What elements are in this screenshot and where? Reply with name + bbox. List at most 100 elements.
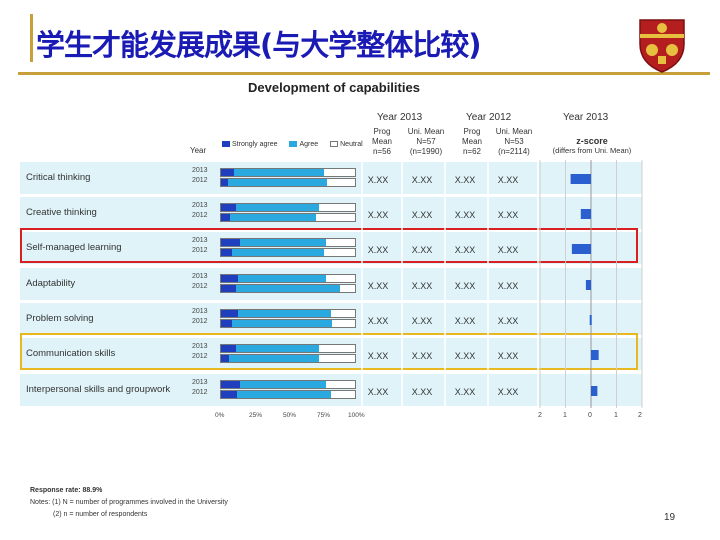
response-rate: Response rate: 88.9% xyxy=(30,487,103,494)
bar-neutral xyxy=(325,275,355,282)
zscore-header: z-score (differs from Uni. Mean) xyxy=(552,136,632,155)
bar-neutral xyxy=(330,391,355,398)
bar-neutral xyxy=(340,285,355,292)
x-tick-75: 75% xyxy=(317,412,331,419)
col-group-zscore: Year 2013 xyxy=(563,112,609,123)
university-crest-icon xyxy=(639,19,685,73)
bar-strongly-agree xyxy=(221,169,235,176)
bar-agree xyxy=(239,239,326,246)
table-cell: X.XX xyxy=(454,175,476,185)
bar-strongly-agree xyxy=(221,355,230,362)
row-label: Adaptability xyxy=(26,278,76,289)
title-underline xyxy=(18,72,710,75)
legend-swatch-neutral xyxy=(330,141,339,148)
row-label: Critical thinking xyxy=(26,172,91,183)
zscore-bar xyxy=(570,174,591,184)
bar-strongly-agree xyxy=(221,285,236,292)
row-label: Problem solving xyxy=(26,313,94,324)
zscore-bar xyxy=(591,386,598,396)
bar-agree xyxy=(227,179,327,186)
row-label: Self-managed learning xyxy=(26,242,122,253)
col-header-uni-2013: Uni. Mean N=57 (n=1990) xyxy=(407,127,445,156)
year-label: 2012 xyxy=(192,353,208,360)
table-cell: X.XX xyxy=(367,210,389,220)
bar-agree xyxy=(234,169,325,176)
x-tick-100: 100% xyxy=(348,412,365,419)
table-cell: X.XX xyxy=(411,281,433,291)
bar-strongly-agree xyxy=(221,320,232,327)
bar-agree xyxy=(235,285,341,292)
table-cell: X.XX xyxy=(497,245,519,255)
table-cell: X.XX xyxy=(411,175,433,185)
bar-neutral xyxy=(316,214,355,221)
bar-neutral xyxy=(325,381,355,388)
bar-neutral xyxy=(318,204,355,211)
table-cell: X.XX xyxy=(497,351,519,361)
bar-agree xyxy=(237,391,331,398)
row-label: Interpersonal skills and groupwork xyxy=(26,384,171,395)
year-label: 2013 xyxy=(192,343,208,350)
x-tick-25: 25% xyxy=(249,412,263,419)
footnote-1: Notes: (1) N = number of programmes invo… xyxy=(30,499,228,506)
col-group-2012: Year 2012 xyxy=(466,112,512,123)
zscore-bar xyxy=(591,350,599,360)
bar-strongly-agree xyxy=(221,391,238,398)
bar-agree xyxy=(238,310,331,317)
bar-neutral xyxy=(324,169,355,176)
bar-neutral xyxy=(332,320,355,327)
year-label: 2012 xyxy=(192,283,208,290)
footnote-2: (2) n = number of respondents xyxy=(53,511,148,518)
table-cell: X.XX xyxy=(454,351,476,361)
bar-neutral xyxy=(325,239,355,246)
year-label: 2013 xyxy=(192,237,208,244)
bar-strongly-agree xyxy=(221,249,232,256)
legend: Strongly agree Agree Neutral xyxy=(222,141,363,148)
col-group-2013: Year 2013 xyxy=(377,112,423,123)
table-cell: X.XX xyxy=(411,210,433,220)
table-cell: X.XX xyxy=(411,245,433,255)
bar-strongly-agree xyxy=(221,179,228,186)
zscore-bar xyxy=(580,209,591,219)
bar-strongly-agree xyxy=(221,204,236,211)
table-cell: X.XX xyxy=(497,316,519,326)
year-label: 2013 xyxy=(192,379,208,386)
bar-agree xyxy=(231,320,333,327)
legend-swatch-agree xyxy=(289,141,298,148)
legend-swatch-strongly-agree xyxy=(222,141,230,148)
table-cell: X.XX xyxy=(497,210,519,220)
table-cell: X.XX xyxy=(454,387,476,397)
z-tick-1: 1 xyxy=(614,412,618,419)
z-tick-neg1: 1 xyxy=(563,412,567,419)
bar-neutral xyxy=(318,355,355,362)
bar-neutral xyxy=(324,249,355,256)
bar-agree xyxy=(239,381,326,388)
col-header-prog-2013: Prog Mean n=56 xyxy=(371,127,392,156)
bar-agree xyxy=(238,275,326,282)
title-accent-bar xyxy=(30,14,33,62)
slide-title: 学生才能发展成果(与大学整体比较) xyxy=(36,28,482,62)
bar-strongly-agree xyxy=(221,381,240,388)
table-cell: X.XX xyxy=(367,351,389,361)
table-cell: X.XX xyxy=(367,245,389,255)
bar-neutral xyxy=(318,345,355,352)
year-label: 2012 xyxy=(192,247,208,254)
year-label: 2013 xyxy=(192,202,208,209)
table-cell: X.XX xyxy=(454,316,476,326)
z-tick-2: 2 xyxy=(638,412,642,419)
table-cell: X.XX xyxy=(367,175,389,185)
zscore-bar xyxy=(589,315,592,325)
year-label: 2012 xyxy=(192,389,208,396)
table-cell: X.XX xyxy=(411,387,433,397)
year-label: 2013 xyxy=(192,167,208,174)
highlight-self-managed-learning xyxy=(20,228,638,263)
col-header-prog-2012: Prog Mean n=62 xyxy=(461,127,482,156)
row-label: Communication skills xyxy=(26,348,116,359)
year-label: 2012 xyxy=(192,177,208,184)
table-cell: X.XX xyxy=(497,175,519,185)
table-cell: X.XX xyxy=(411,351,433,361)
year-label: 2012 xyxy=(192,318,208,325)
table-cell: X.XX xyxy=(367,387,389,397)
table-cell: X.XX xyxy=(454,245,476,255)
table-cell: X.XX xyxy=(411,316,433,326)
